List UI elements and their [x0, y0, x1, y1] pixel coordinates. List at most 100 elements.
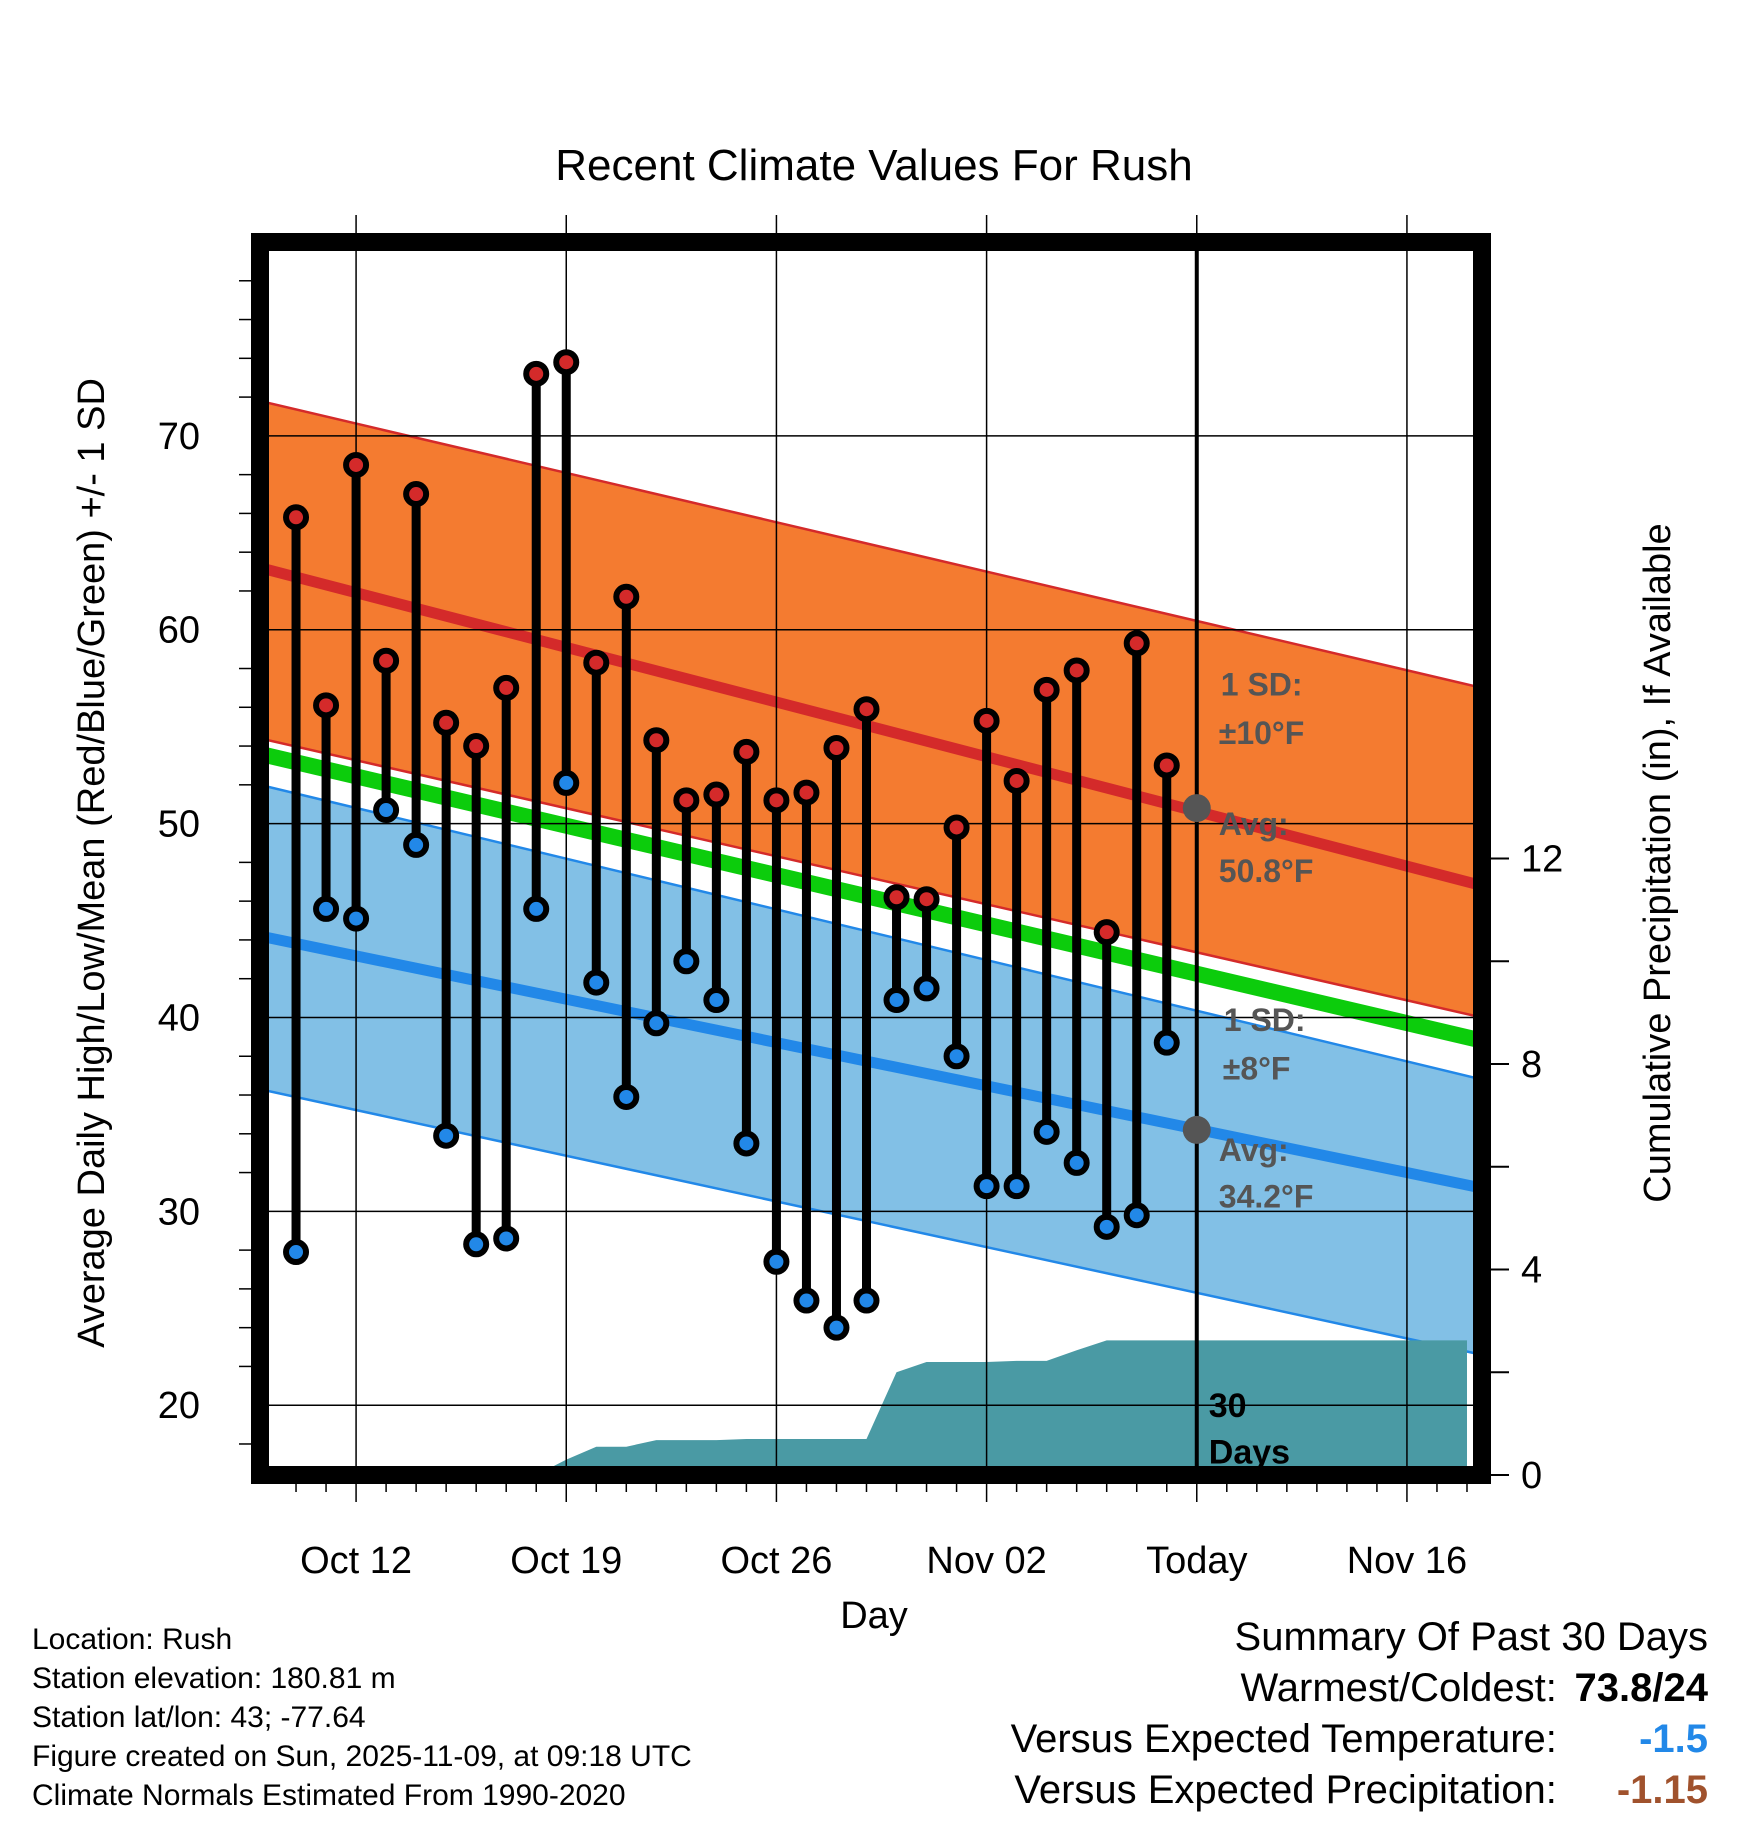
y2-tick-label: 12 — [1521, 839, 1563, 881]
daily-high-point — [733, 738, 760, 765]
low-avg-line — [260, 930, 1482, 1194]
daily-low-point — [883, 987, 910, 1014]
daily-high-point — [643, 727, 670, 754]
y-tick-label: 20 — [158, 1385, 200, 1427]
daily-high-point — [343, 451, 370, 478]
low-avg-label: Avg: — [1219, 1132, 1289, 1168]
summary-panel: Summary Of Past 30 Days Warmest/Coldest:… — [1011, 1612, 1708, 1816]
x-tick-label: Today — [1146, 1540, 1247, 1582]
low-sd-label: 1 SD: — [1224, 1002, 1306, 1038]
daily-high-point — [1153, 752, 1180, 779]
daily-low-point — [823, 1314, 850, 1341]
daily-high-point — [523, 360, 550, 387]
daily-low-point — [1033, 1118, 1060, 1145]
y-tick-label: 50 — [158, 804, 200, 846]
summary-warmest-value: 73.8/24 — [1574, 1666, 1708, 1710]
info-created: Figure created on Sun, 2025-11-09, at 09… — [32, 1740, 692, 1773]
daily-high-point — [883, 884, 910, 911]
summary-temp-row: Versus Expected Temperature: -1.5 — [1011, 1714, 1708, 1765]
daily-low-point — [493, 1225, 520, 1252]
chart-title: Recent Climate Values For Rush — [555, 141, 1192, 190]
mean-avg-line — [260, 746, 1482, 1049]
low-avg-today-marker — [1182, 1115, 1211, 1144]
y2-axis-label: Cumulative Precipitation (in), If Availa… — [1637, 523, 1679, 1202]
daily-low-point — [1153, 1029, 1180, 1056]
x-axis-label: Day — [840, 1595, 908, 1637]
days-count-label: 30 — [1209, 1387, 1247, 1425]
summary-temp-label: Versus Expected Temperature: — [1010, 1717, 1557, 1761]
daily-low-point — [793, 1287, 820, 1314]
daily-low-point — [523, 895, 550, 922]
y2-tick-label: 8 — [1521, 1044, 1542, 1086]
high-avg-value: 50.8°F — [1219, 853, 1314, 889]
x-tick-label: Nov 02 — [926, 1540, 1046, 1582]
daily-high-point — [703, 781, 730, 808]
plot-area: 1 SD: ±10°F Avg: 50.8°F 1 SD: ±8°F Avg: 34.2°F 3… — [158, 242, 1563, 1582]
daily-low-point — [643, 1010, 670, 1037]
daily-low-point — [733, 1130, 760, 1157]
summary-title: Summary Of Past 30 Days — [1234, 1615, 1708, 1659]
daily-low-point — [373, 797, 400, 824]
daily-low-point — [763, 1248, 790, 1275]
y-tick-label: 30 — [158, 1191, 200, 1233]
daily-high-point — [913, 886, 940, 913]
daily-low-point — [553, 769, 580, 796]
daily-low-point — [313, 895, 340, 922]
x-tick-label: Oct 12 — [300, 1540, 412, 1582]
daily-high-point — [283, 504, 310, 531]
axes — [239, 215, 1509, 1502]
daily-low-point — [673, 948, 700, 975]
daily-high-point — [1093, 919, 1120, 946]
info-elevation: Station elevation: 180.81 m — [32, 1662, 396, 1695]
y-tick-label: 40 — [158, 997, 200, 1039]
daily-high-point — [373, 647, 400, 674]
daily-low-point — [703, 987, 730, 1014]
daily-high-point — [763, 787, 790, 814]
low-sd-value: ±8°F — [1223, 1051, 1291, 1087]
summary-precip-label: Versus Expected Precipitation: — [1014, 1768, 1557, 1812]
x-tick-label: Oct 26 — [720, 1540, 832, 1582]
plot-content — [260, 242, 1482, 1475]
plot-frame — [251, 233, 1491, 1484]
y-tick-label: 70 — [158, 416, 200, 458]
daily-high-point — [553, 349, 580, 376]
y-tick-label: 60 — [158, 610, 200, 652]
info-normals: Climate Normals Estimated From 1990-2020 — [32, 1779, 626, 1812]
high-sd-value: ±10°F — [1219, 715, 1305, 751]
daily-high-point — [943, 814, 970, 841]
daily-high-point — [613, 583, 640, 610]
daily-low-point — [433, 1122, 460, 1149]
daily-high-point — [853, 696, 880, 723]
daily-high-point — [823, 734, 850, 761]
precip-area — [296, 1340, 1467, 1475]
summary-precip-row: Versus Expected Precipitation: -1.15 — [1011, 1765, 1708, 1816]
summary-temp-value: -1.5 — [1639, 1717, 1708, 1761]
days-word-label: Days — [1209, 1433, 1290, 1471]
summary-precip-value: -1.15 — [1616, 1768, 1708, 1812]
daily-low-point — [613, 1083, 640, 1110]
daily-high-point — [1063, 657, 1090, 684]
high-avg-today-marker — [1182, 794, 1211, 823]
daily-high-point — [433, 709, 460, 736]
x-tick-label: Nov 16 — [1347, 1540, 1467, 1582]
info-latlon: Station lat/lon: 43; -77.64 — [32, 1701, 366, 1734]
daily-high-point — [793, 779, 820, 806]
daily-high-point — [493, 674, 520, 701]
daily-high-point — [1003, 767, 1030, 794]
daily-low-point — [403, 831, 430, 858]
daily-low-point — [943, 1043, 970, 1070]
y2-tick-label: 4 — [1521, 1250, 1542, 1292]
daily-high-point — [583, 649, 610, 676]
daily-low-point — [463, 1231, 490, 1258]
y-axis-label: Average Daily High/Low/Mean (Red/Blue/Gr… — [71, 378, 113, 1348]
daily-low-point — [853, 1287, 880, 1314]
info-location: Location: Rush — [32, 1623, 233, 1656]
station-info: Location: Rush Station elevation: 180.81… — [32, 1620, 692, 1815]
low-avg-value: 34.2°F — [1219, 1178, 1314, 1214]
daily-low-point — [1123, 1202, 1150, 1229]
daily-low-point — [913, 975, 940, 1002]
daily-high-point — [403, 481, 430, 508]
daily-high-point — [1123, 630, 1150, 657]
high-sd-label: 1 SD: — [1221, 667, 1303, 703]
